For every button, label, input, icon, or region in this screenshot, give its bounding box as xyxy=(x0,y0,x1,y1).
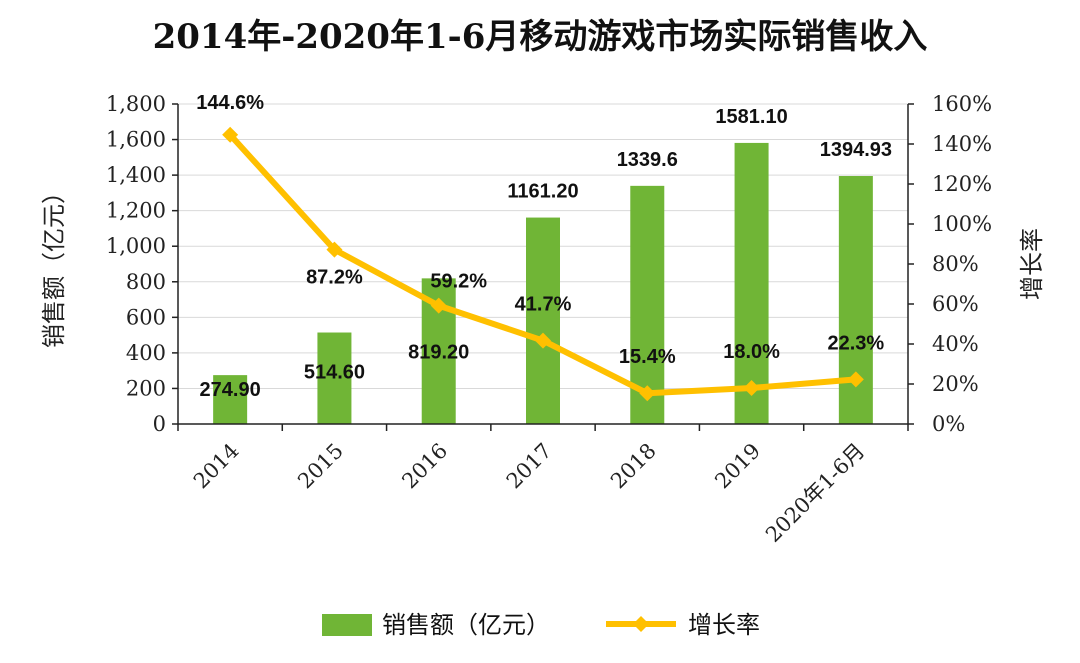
line-series xyxy=(222,126,864,402)
y-axis-tick-label: 1,000 xyxy=(106,234,166,258)
bar-2015 xyxy=(317,332,352,424)
y-axis-tick-label: 1,600 xyxy=(106,128,166,152)
y-axis-tick-label: 1,400 xyxy=(106,163,166,187)
chart-title: 2014年-2020年1-6月移动游戏市场实际销售收入 xyxy=(153,17,928,57)
bar-value-label: 819.20 xyxy=(408,341,469,363)
y-axis-tick-label: 200 xyxy=(126,376,166,400)
y2-axis-tick-label: 160% xyxy=(932,92,992,116)
growth-rate-value-label: 87.2% xyxy=(306,267,363,289)
bar-value-label: 274.90 xyxy=(200,379,261,401)
y2-axis-tick-label: 20% xyxy=(932,372,979,396)
bar-2014 xyxy=(213,375,248,424)
x-axis-tick-label: 2018 xyxy=(606,439,661,494)
growth-rate-point-2016 xyxy=(430,297,447,314)
growth-rate-point-2015 xyxy=(326,241,343,258)
x-axis-tick-label: 2015 xyxy=(293,439,348,494)
growth-rate-point-2020年1-6月 xyxy=(847,371,864,388)
growth-rate-point-2018 xyxy=(639,385,656,402)
growth-rate-value-label: 18.0% xyxy=(723,341,780,363)
bar-value-label: 1339.6 xyxy=(617,149,678,171)
axis-titles: 销售额（亿元） 增长率 xyxy=(40,180,1046,348)
growth-rate-value-label: 59.2% xyxy=(430,271,487,293)
legend-marker-growth xyxy=(633,616,649,632)
y-axis-tick-label: 400 xyxy=(126,341,166,365)
growth-rate-point-2019 xyxy=(743,380,760,396)
x-axis-tick-label: 2017 xyxy=(502,439,557,494)
x-axis-tick-label: 2019 xyxy=(710,439,765,494)
growth-rate-value-label: 15.4% xyxy=(619,346,676,368)
bar-2019 xyxy=(734,142,769,424)
x-axis-tick-label: 2016 xyxy=(397,439,452,494)
y2-axis-tick-label: 60% xyxy=(932,292,979,316)
growth-rate-value-label: 22.3% xyxy=(827,332,884,354)
x-axis-tick-label: 2020年1-6月 xyxy=(761,439,869,547)
y2-axis-tick-label: 120% xyxy=(932,172,992,196)
data-labels: 274.90 514.60 819.20 1161.20 1339.6 1581.10 13… xyxy=(196,92,892,401)
y2-axis-tick-label: 80% xyxy=(932,252,979,276)
growth-rate-point-2014 xyxy=(222,126,239,143)
bar-value-label: 514.60 xyxy=(304,362,365,384)
bar-value-label: 1394.93 xyxy=(820,139,892,161)
bar-value-label: 1161.20 xyxy=(507,181,578,203)
growth-rate-value-label: 41.7% xyxy=(515,294,572,316)
y-axis-tick-label: 0 xyxy=(153,412,166,436)
legend-label-growth: 增长率 xyxy=(688,611,760,639)
bar-value-label: 1581.10 xyxy=(715,106,787,128)
y-axis-tick-label: 1,200 xyxy=(106,199,166,223)
legend-swatch-sales xyxy=(322,614,372,636)
y2-axis-tick-label: 40% xyxy=(932,332,979,356)
legend-label-sales: 销售额（亿元） xyxy=(382,611,550,639)
y-axis-tick-label: 1,800 xyxy=(106,92,166,116)
y2-axis-tick-label: 100% xyxy=(932,212,992,236)
bar-2017 xyxy=(526,217,560,424)
y2-axis-title: 增长率 xyxy=(1018,228,1046,300)
y2-axis-tick-label: 0% xyxy=(932,412,965,436)
y2-axis-tick-label: 140% xyxy=(932,132,992,156)
y-axis-title: 销售额（亿元） xyxy=(40,180,68,348)
legend: 销售额（亿元） 增长率 xyxy=(322,611,760,639)
x-axis-tick-label: 2014 xyxy=(189,439,244,494)
growth-rate-value-label: 144.6% xyxy=(196,92,264,114)
y-axis-tick-label: 600 xyxy=(126,305,166,329)
growth-rate-point-2017 xyxy=(535,332,551,349)
y-axis-tick-label: 800 xyxy=(126,270,166,294)
